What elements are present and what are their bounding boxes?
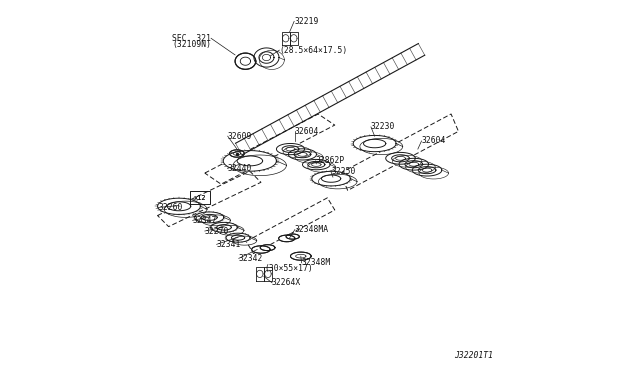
Polygon shape [399,158,429,170]
Polygon shape [294,151,311,158]
Text: 32347: 32347 [193,216,217,225]
Polygon shape [237,156,262,166]
Polygon shape [291,252,311,260]
Polygon shape [223,151,276,171]
Polygon shape [232,235,244,240]
Polygon shape [418,167,436,174]
Polygon shape [167,202,191,211]
Text: 32609: 32609 [228,132,252,141]
Text: 32270: 32270 [205,227,229,235]
Text: 32862P: 32862P [316,156,345,166]
Text: x12: x12 [194,195,206,201]
Text: 32342: 32342 [239,254,263,263]
Polygon shape [252,246,270,253]
Polygon shape [312,171,350,186]
Polygon shape [195,212,224,223]
Text: 32250: 32250 [331,167,355,176]
Text: 32260: 32260 [158,203,182,212]
Polygon shape [364,140,386,148]
Polygon shape [254,48,279,67]
Polygon shape [303,159,330,170]
Polygon shape [308,161,325,168]
Polygon shape [201,214,217,220]
Polygon shape [211,222,237,232]
Text: x12: x12 [194,195,206,201]
Text: SEC. 321: SEC. 321 [172,34,211,43]
Text: 32219: 32219 [294,17,319,26]
Text: (30×55×17): (30×55×17) [264,264,312,273]
Text: J32201T1: J32201T1 [454,351,493,360]
Polygon shape [392,155,410,162]
Polygon shape [235,53,256,69]
Text: 32440: 32440 [228,164,252,173]
Polygon shape [260,245,275,251]
Text: 32341: 32341 [216,240,241,249]
Text: (28.5×64×17.5): (28.5×64×17.5) [280,46,348,55]
Polygon shape [217,225,231,230]
Text: 32230: 32230 [371,122,396,131]
Polygon shape [321,175,340,182]
Polygon shape [230,150,244,157]
Polygon shape [278,235,295,242]
Text: 32604: 32604 [295,127,319,136]
Polygon shape [259,52,274,63]
Text: 32348M: 32348M [301,258,331,267]
Polygon shape [289,149,316,160]
Polygon shape [405,161,422,168]
Polygon shape [226,233,250,242]
Text: 32604: 32604 [422,137,446,145]
Text: 32264X: 32264X [272,278,301,287]
Polygon shape [286,234,300,239]
Text: (32109N): (32109N) [172,40,211,49]
Polygon shape [386,153,415,164]
Polygon shape [412,164,442,176]
Text: 32348MA: 32348MA [295,225,329,234]
Polygon shape [157,198,200,214]
Polygon shape [282,146,299,153]
Polygon shape [276,144,305,155]
Polygon shape [353,135,396,152]
